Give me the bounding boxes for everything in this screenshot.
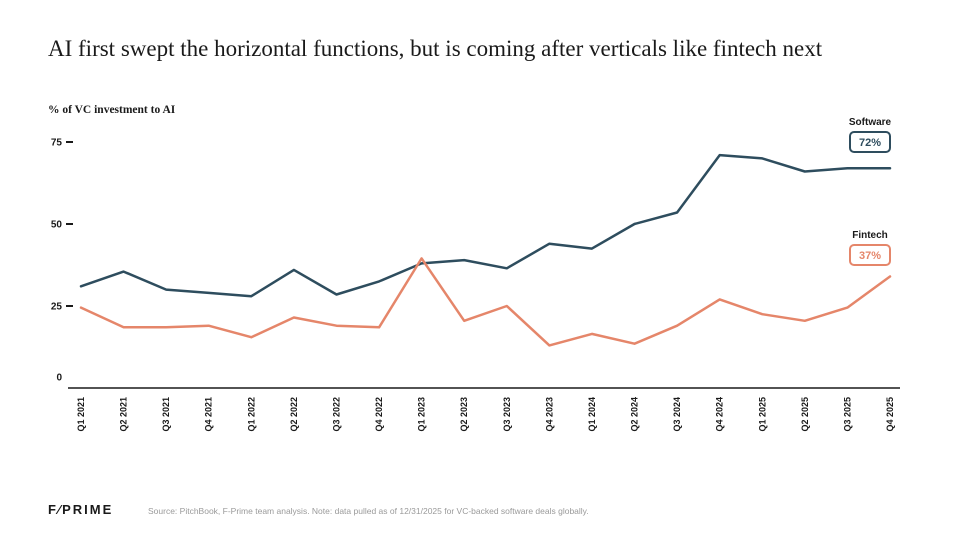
x-tick-label: Q4 2024 [715, 397, 725, 432]
x-tick-label: Q3 2022 [331, 397, 341, 432]
x-tick-label: Q1 2021 [76, 397, 86, 432]
x-tick-label: Q4 2021 [204, 397, 214, 432]
chart-title: AI first swept the horizontal functions,… [48, 36, 823, 61]
x-tick-label: Q1 2025 [757, 397, 767, 432]
x-tick-label: Q3 2025 [842, 397, 852, 432]
x-tick-label: Q1 2024 [587, 397, 597, 432]
series-line-fintech [79, 257, 892, 347]
x-tick-label: Q2 2021 [119, 397, 129, 432]
x-tick-label: Q2 2025 [800, 397, 810, 432]
x-tick-label: Q4 2022 [374, 397, 384, 432]
end-badge-fintech [849, 244, 891, 266]
y-tick-label: 75 [51, 138, 63, 149]
series-name-software: Software [849, 117, 892, 128]
y-tick-label: 25 [51, 302, 63, 313]
y-tick-label: 50 [51, 220, 63, 231]
x-tick-label: Q2 2022 [289, 397, 299, 432]
series-line-software [79, 153, 892, 298]
fprime-logo: F∕PRIME [48, 502, 114, 517]
x-tick-label: Q3 2021 [161, 397, 171, 432]
series-name-fintech: Fintech [852, 230, 888, 241]
end-value-fintech: 37% [859, 250, 881, 262]
x-tick-label: Q2 2024 [630, 397, 640, 432]
x-tick-label: Q2 2023 [459, 397, 469, 432]
x-tick-label: Q3 2024 [672, 397, 682, 432]
x-tick-label: Q4 2025 [885, 397, 895, 432]
source-note: Source: PitchBook, F-Prime team analysis… [148, 506, 589, 516]
x-tick-label: Q1 2023 [417, 397, 427, 432]
end-value-software: 72% [859, 137, 881, 149]
x-tick-label: Q1 2022 [246, 397, 256, 432]
y-tick-label: 0 [56, 373, 62, 384]
y-axis-label: % of VC investment to AI [48, 104, 176, 116]
x-tick-label: Q4 2023 [544, 397, 554, 432]
x-tick-label: Q3 2023 [502, 397, 512, 432]
end-badge-software [849, 131, 891, 153]
